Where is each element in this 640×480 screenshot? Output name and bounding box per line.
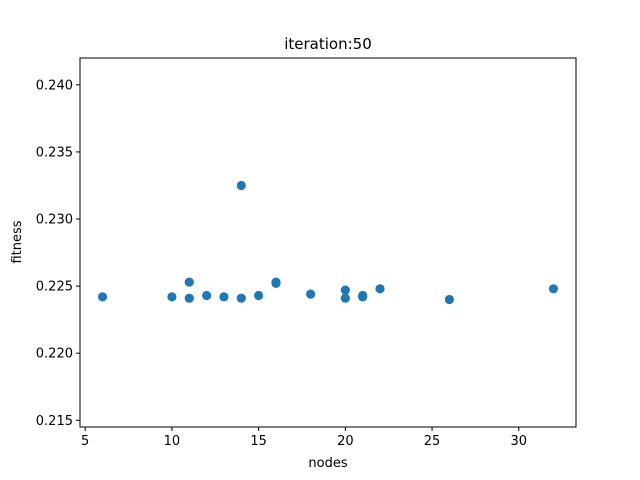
data-point — [236, 180, 246, 191]
x-tick-label: 5 — [81, 434, 89, 449]
data-point — [340, 293, 350, 303]
y-tick-label: 0.220 — [36, 347, 73, 362]
y-tick-label: 0.240 — [36, 78, 73, 93]
x-tick-label: 25 — [424, 434, 441, 449]
x-tick-label: 15 — [250, 434, 267, 449]
data-point — [375, 284, 385, 294]
data-point — [271, 277, 281, 287]
data-point — [548, 284, 559, 294]
y-tick-label: 0.230 — [36, 213, 73, 228]
plot-frame — [79, 57, 577, 428]
x-tick-label: 20 — [337, 434, 354, 449]
data-point — [358, 292, 368, 302]
data-point — [340, 285, 350, 295]
data-point — [184, 293, 194, 303]
axis-ticks: 5 10 15 20 25 30 0.215 0.220 0.225 0.230 0.235 0.24… — [36, 78, 527, 449]
data-point — [184, 277, 194, 287]
x-axis-label: nodes — [308, 456, 347, 471]
data-point — [306, 289, 316, 299]
y-tick-label: 0.225 — [36, 280, 73, 295]
x-tick-label: 30 — [510, 434, 527, 449]
y-axis-label: fitness — [10, 220, 25, 263]
y-tick-label: 0.235 — [36, 145, 73, 160]
y-tick-label: 0.215 — [36, 414, 73, 429]
data-point — [167, 292, 177, 302]
data-point — [97, 292, 108, 302]
data-point — [444, 294, 454, 305]
data-point — [236, 293, 246, 303]
data-points — [97, 180, 559, 305]
data-point — [254, 290, 264, 301]
data-point — [202, 290, 212, 301]
x-tick-label: 10 — [164, 434, 181, 449]
chart-title: iteration:50 — [284, 35, 372, 53]
data-point — [219, 292, 229, 302]
